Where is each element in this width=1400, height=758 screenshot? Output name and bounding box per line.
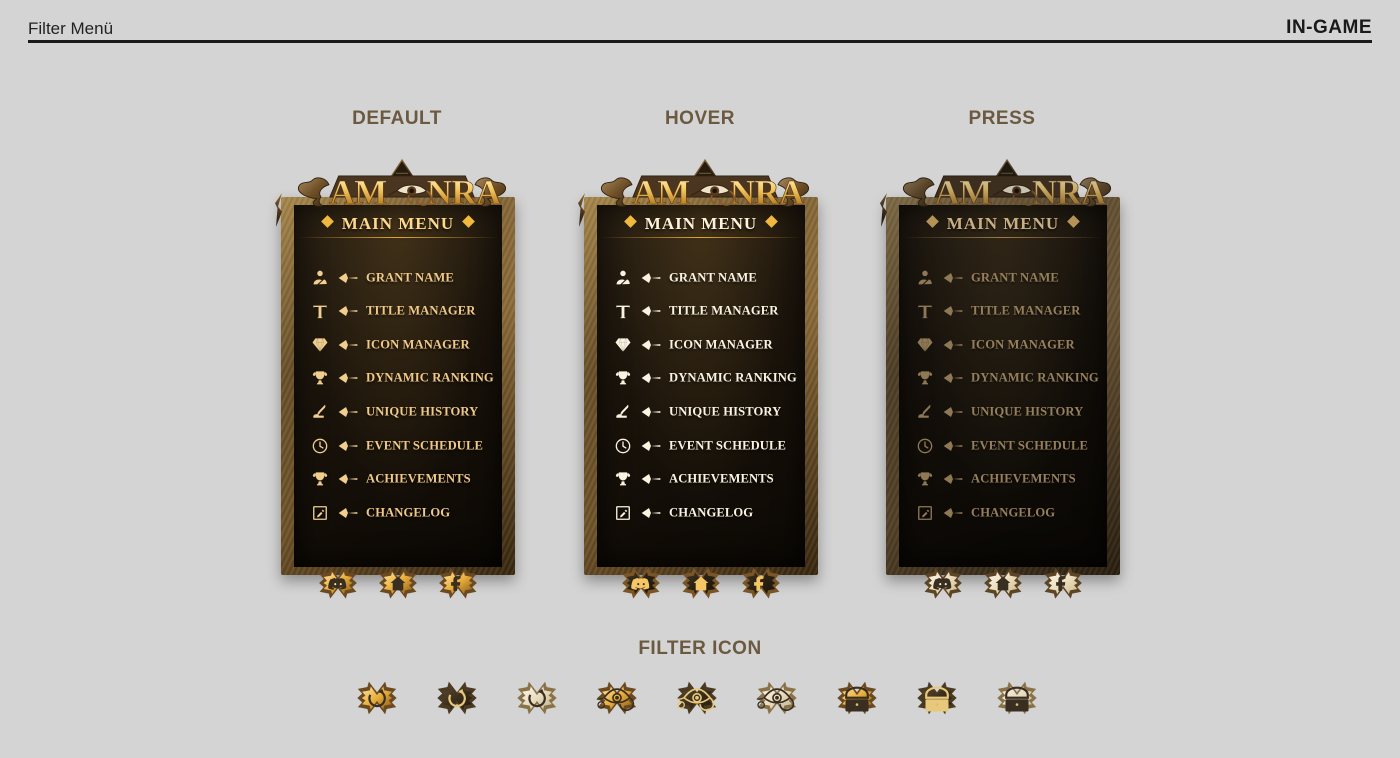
svg-text:NRA: NRA <box>1032 173 1107 212</box>
svg-text:NRA: NRA <box>427 173 502 212</box>
svg-text:AM: AM <box>330 173 388 212</box>
svg-text:AM: AM <box>935 173 993 212</box>
svg-text:NRA: NRA <box>730 173 805 212</box>
svg-text:AM: AM <box>633 173 691 212</box>
